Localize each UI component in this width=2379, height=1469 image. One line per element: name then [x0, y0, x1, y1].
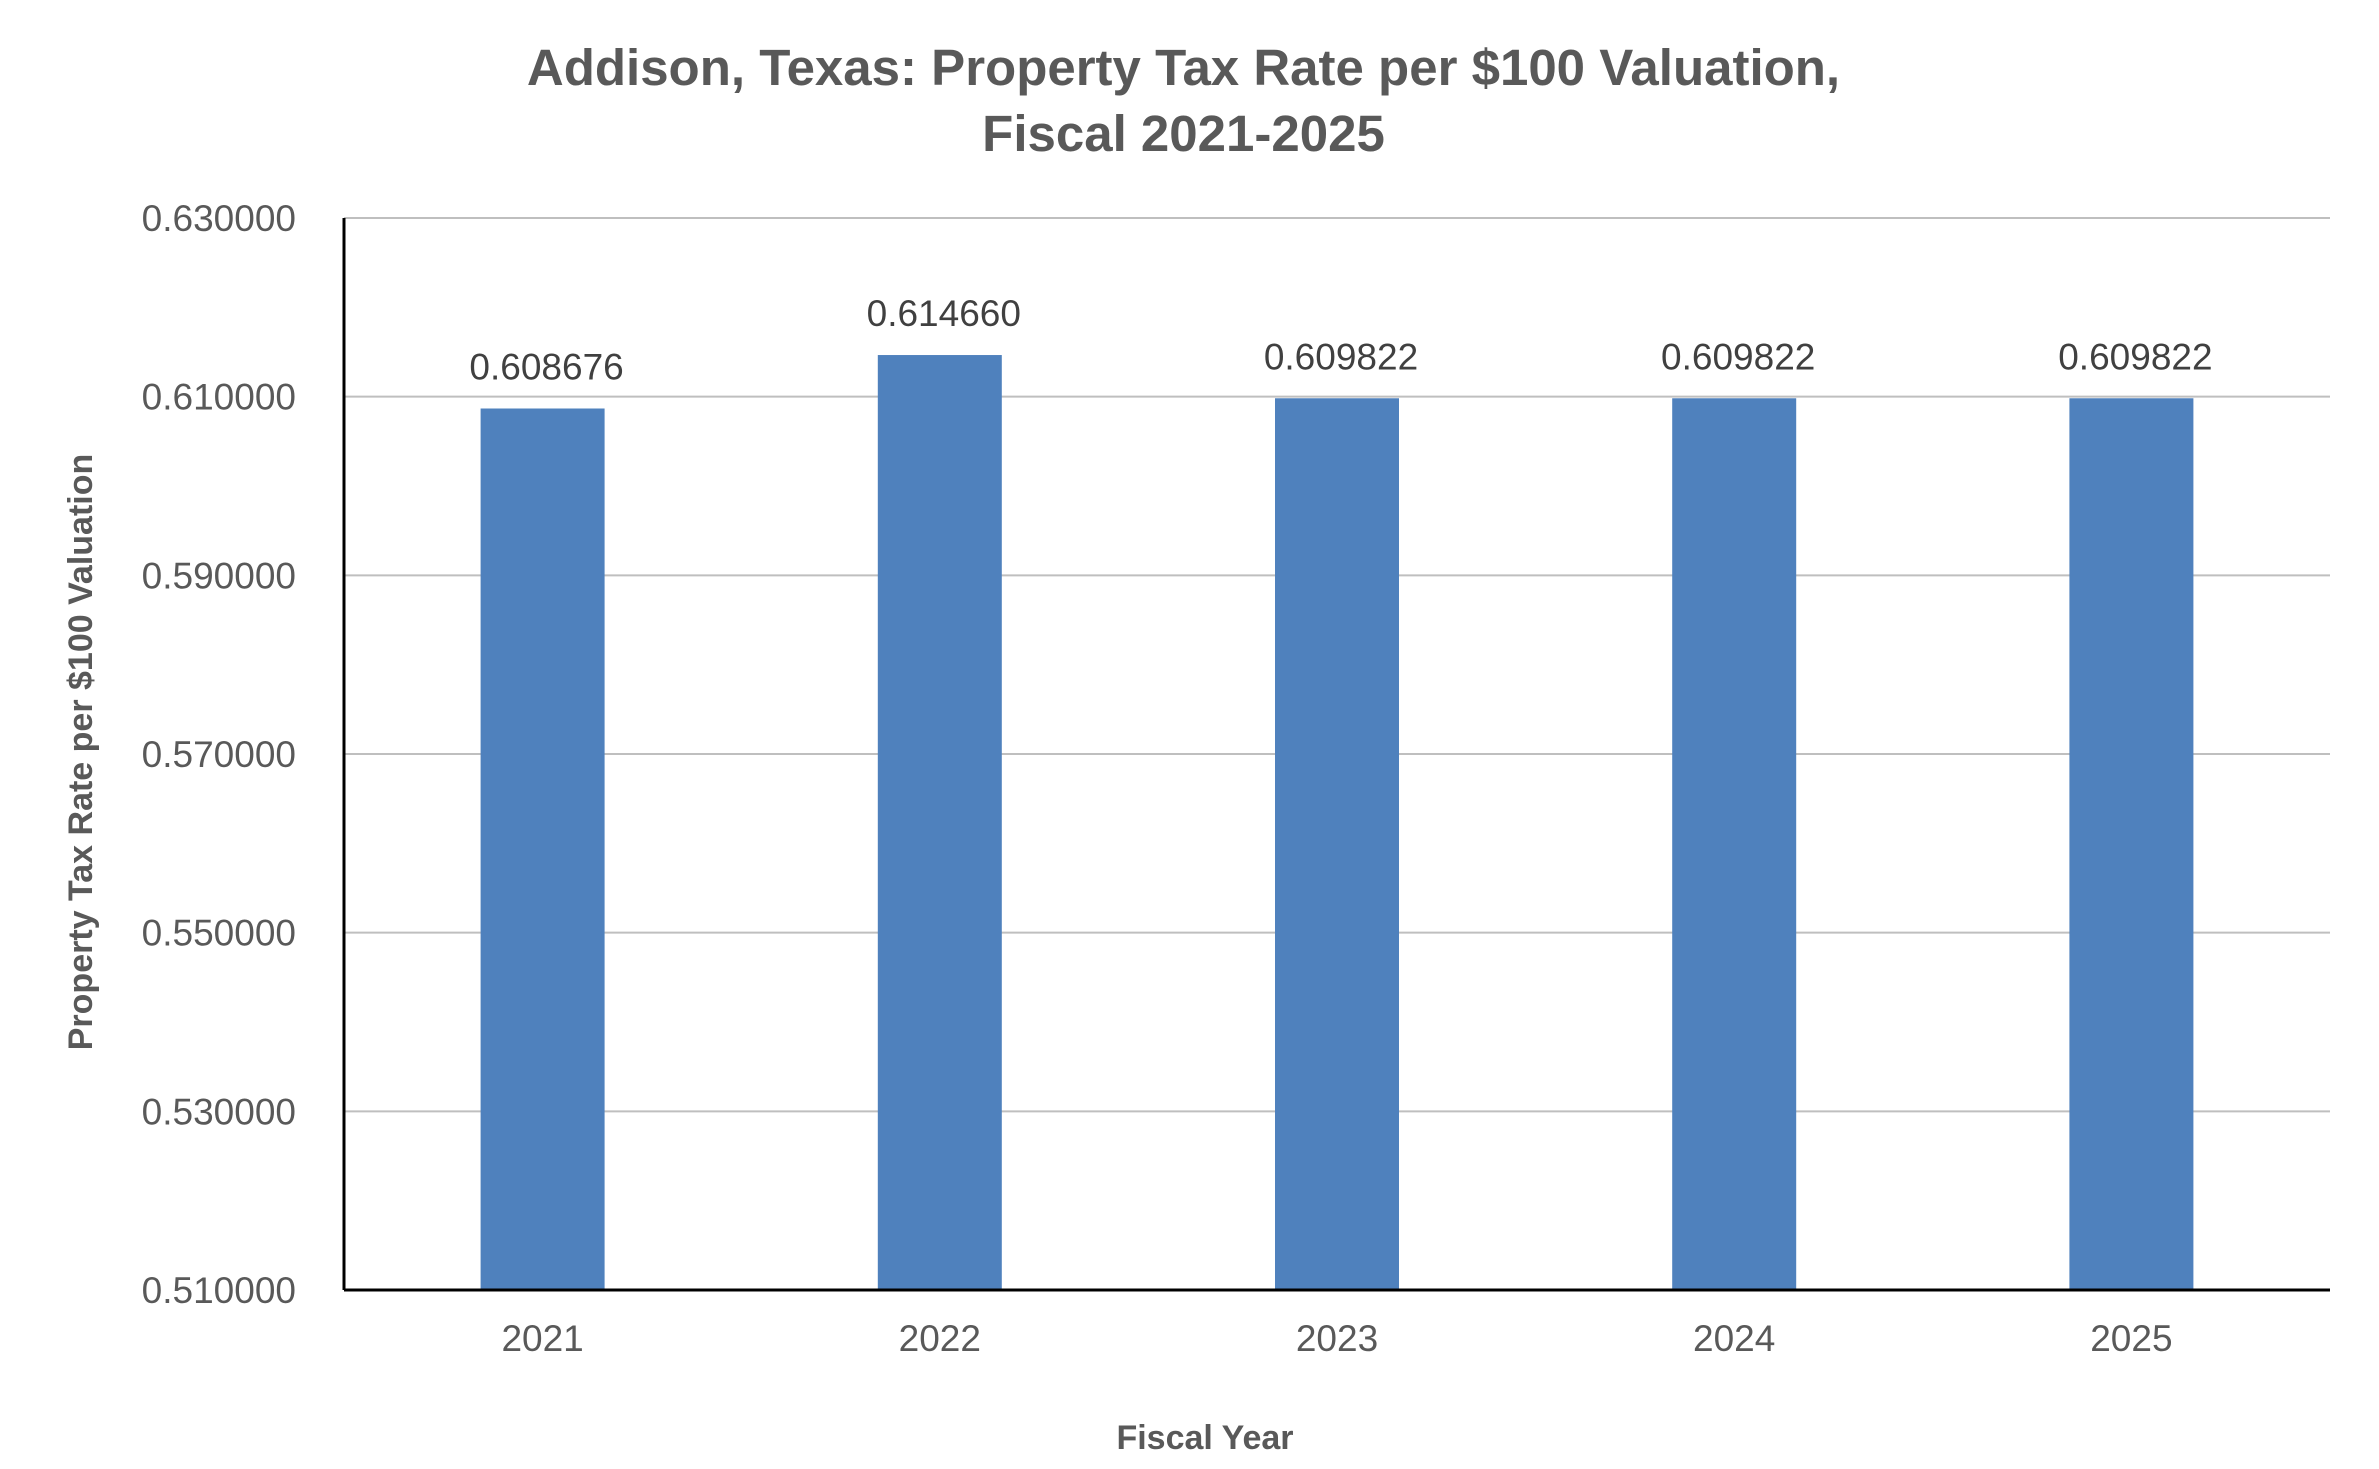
bars	[480, 355, 2194, 1290]
x-tick-label: 2023	[1296, 1318, 1378, 1359]
x-tick-labels: 2021 2022 2023 2024 2025	[501, 1318, 2172, 1359]
data-label: 0.609822	[1661, 336, 1815, 377]
y-tick-label: 0.610000	[142, 377, 296, 418]
data-label: 0.608676	[469, 346, 623, 387]
y-tick-label: 0.550000	[142, 913, 296, 954]
chart-subtitle: Fiscal 2021-2025	[982, 105, 1385, 162]
axes	[342, 218, 2330, 1292]
data-label: 0.609822	[2058, 336, 2212, 377]
chart-title: Addison, Texas: Property Tax Rate per $1…	[526, 39, 1841, 96]
data-labels: 0.608676 0.614660 0.609822 0.609822 0.609822	[469, 293, 2212, 387]
bar	[1275, 398, 1399, 1290]
x-axis-title: Fiscal Year	[1116, 1419, 1293, 1457]
y-tick-labels: 0.510000 0.530000 0.550000 0.570000 0.590000…	[142, 198, 296, 1311]
data-label: 0.614660	[867, 293, 1021, 334]
x-tick-label: 2022	[899, 1318, 981, 1359]
y-tick-label: 0.530000	[142, 1091, 296, 1132]
y-tick-label: 0.590000	[142, 555, 296, 596]
y-tick-label: 0.570000	[142, 734, 296, 775]
y-tick-label: 0.510000	[142, 1270, 296, 1311]
y-axis-title: Property Tax Rate per $100 Valuation	[62, 454, 100, 1051]
bar	[877, 355, 1002, 1290]
x-tick-label: 2025	[2090, 1318, 2172, 1359]
bar	[2069, 398, 2194, 1290]
bar	[1672, 398, 1797, 1290]
x-tick-label: 2021	[501, 1318, 583, 1359]
data-label: 0.609822	[1264, 336, 1418, 377]
y-tick-label: 0.630000	[142, 198, 296, 239]
x-tick-label: 2024	[1693, 1318, 1775, 1359]
bar	[480, 408, 605, 1290]
